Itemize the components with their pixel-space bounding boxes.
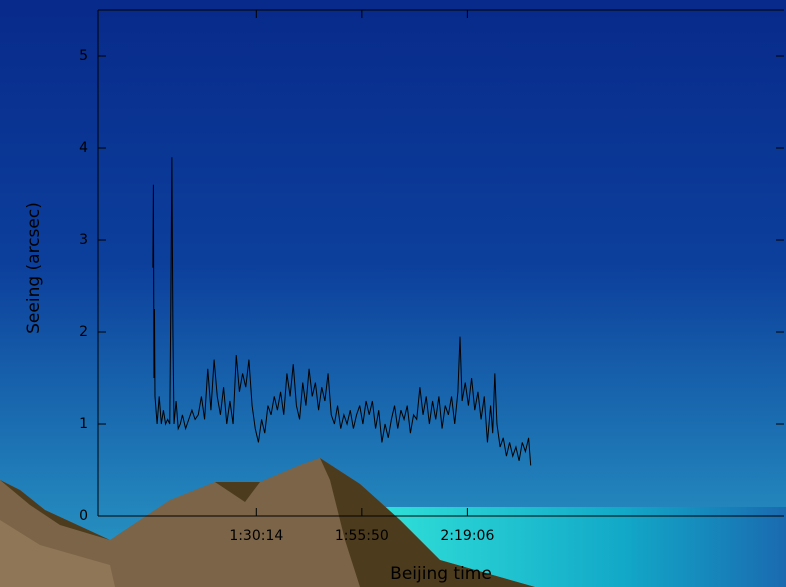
y-axis-label: Seeing (arcsec) <box>24 202 44 334</box>
y-tick-label: 0 <box>79 508 88 524</box>
x-tick-label: 1:30:14 <box>229 528 283 544</box>
y-tick-label: 4 <box>79 140 88 156</box>
x-tick-label: 1:55:50 <box>335 528 389 544</box>
y-tick-label: 5 <box>79 48 88 64</box>
y-tick-label: 1 <box>79 416 88 432</box>
x-axis-label: Beijing time <box>390 564 492 584</box>
chart: Seeing (arcsec) Beijing time 0 1 2 3 4 5 1:30:… <box>0 0 786 587</box>
page: {"chart_data": {"type": "line", "ylabel"… <box>0 0 786 587</box>
y-tick-label: 2 <box>79 324 88 340</box>
x-tick-label: 2:19:06 <box>440 528 494 544</box>
y-tick-label: 3 <box>79 232 88 248</box>
background <box>0 0 786 587</box>
